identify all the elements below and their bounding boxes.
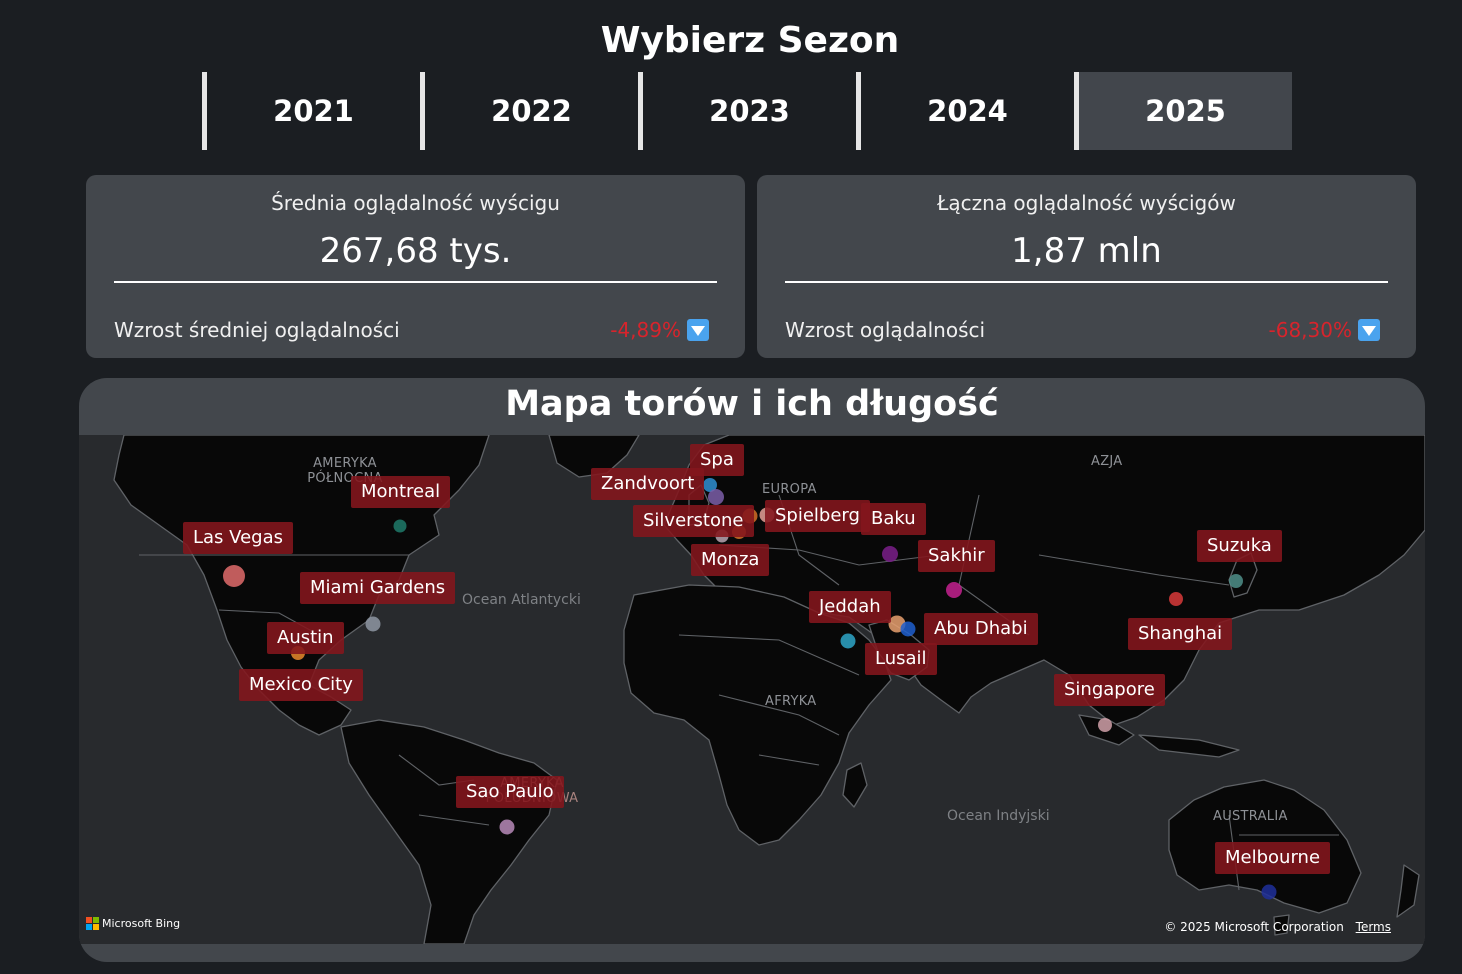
season-button-2025[interactable]: 2025 [1074,72,1292,150]
city-label-suzuka[interactable]: Suzuka [1197,530,1282,562]
bing-logo-text: Microsoft Bing [102,917,181,930]
map-title: Mapa torów i ich długość [505,384,999,424]
city-label-jeddah[interactable]: Jeddah [809,591,891,623]
world-map[interactable]: AMERYKA PÓŁNOCNA EUROPA AZJA AFRYKA AMER… [79,435,1425,944]
kpi-card-total-viewership: Łączna oglądalność wyścigów 1,87 mln Wzr… [757,175,1416,358]
region-label-asia: AZJA [1091,454,1123,469]
city-label-miami[interactable]: Miami Gardens [300,572,456,604]
circuit-bubble-las-vegas[interactable] [223,565,245,587]
region-label-australia: AUSTRALIA [1213,809,1288,824]
bing-logo: Microsoft Bing [86,917,180,930]
city-label-sao-paulo[interactable]: Sao Paulo [456,776,564,808]
circuit-bubble-melbourne[interactable] [1261,884,1277,900]
city-label-abu-dhabi[interactable]: Abu Dhabi [924,613,1038,645]
season-button-2023[interactable]: 2023 [638,72,856,150]
ocean-label-indian: Ocean Indyjski [947,808,1050,824]
kpi-title: Łączna oglądalność wyścigów [937,191,1236,215]
city-label-silverstone[interactable]: Silverstone [633,505,754,537]
kpi-card-average-viewership: Średnia oglądalność wyścigu 267,68 tys. … [86,175,745,358]
city-label-baku[interactable]: Baku [861,503,926,535]
kpi-title: Średnia oglądalność wyścigu [271,191,560,215]
region-label-africa: AFRYKA [765,694,817,709]
city-label-singapore[interactable]: Singapore [1054,674,1165,706]
kpi-divider [114,281,717,283]
season-title: Wybierz Sezon [600,20,900,61]
city-label-sakhir[interactable]: Sakhir [918,540,995,572]
city-label-austin[interactable]: Austin [267,622,344,654]
kpi-subtitle: Wzrost średniej oglądalności [114,318,400,342]
circuit-bubble-miami[interactable] [365,616,381,632]
map-panel: Mapa torów i ich długość [79,378,1425,962]
kpi-value: 267,68 tys. [319,231,512,271]
circuit-bubble-montreal[interactable] [393,519,407,533]
kpi-value: 1,87 mln [1011,231,1162,271]
city-label-zandvoort[interactable]: Zandvoort [591,468,705,500]
circuit-bubble-baku[interactable] [882,546,898,562]
circuit-bubble-lusail[interactable] [900,621,916,637]
city-label-las-vegas[interactable]: Las Vegas [183,522,293,554]
season-button-2021[interactable]: 2021 [202,72,420,150]
season-button-2024[interactable]: 2024 [856,72,1074,150]
circuit-bubble-shanghai[interactable] [1169,592,1183,606]
ocean-label-atlantic: Ocean Atlantycki [462,592,581,608]
circuit-bubble-jeddah[interactable] [840,633,856,649]
microsoft-logo-icon [86,917,99,930]
copyright-text: © 2025 Microsoft Corporation [1164,920,1344,934]
season-button-2022[interactable]: 2022 [420,72,638,150]
city-label-shanghai[interactable]: Shanghai [1128,618,1233,650]
circuit-bubble-suzuka[interactable] [1229,574,1243,588]
map-copyright: © 2025 Microsoft Corporation Terms [1164,920,1391,934]
circuit-bubble-singapore[interactable] [1098,718,1112,732]
city-label-lusail[interactable]: Lusail [865,643,937,675]
city-label-montreal[interactable]: Montreal [351,476,451,508]
city-label-monza[interactable]: Monza [691,544,770,576]
terms-link[interactable]: Terms [1355,920,1391,934]
down-arrow-icon [1358,319,1380,341]
region-label-europe: EUROPA [762,482,817,497]
circuit-bubble-sakhir[interactable] [946,582,962,598]
circuit-bubble-zandvoort[interactable] [708,489,724,505]
city-label-mexico-city[interactable]: Mexico City [239,669,363,701]
kpi-delta: -4,89% [610,318,681,342]
kpi-divider [785,281,1388,283]
circuit-bubble-spa[interactable] [703,478,717,492]
city-label-melbourne[interactable]: Melbourne [1215,842,1331,874]
kpi-subtitle: Wzrost oglądalności [785,318,986,342]
kpi-delta: -68,30% [1268,318,1352,342]
down-arrow-icon [687,319,709,341]
circuit-bubble-sao-paulo[interactable] [499,819,515,835]
city-label-spielberg[interactable]: Spielberg [765,500,870,532]
